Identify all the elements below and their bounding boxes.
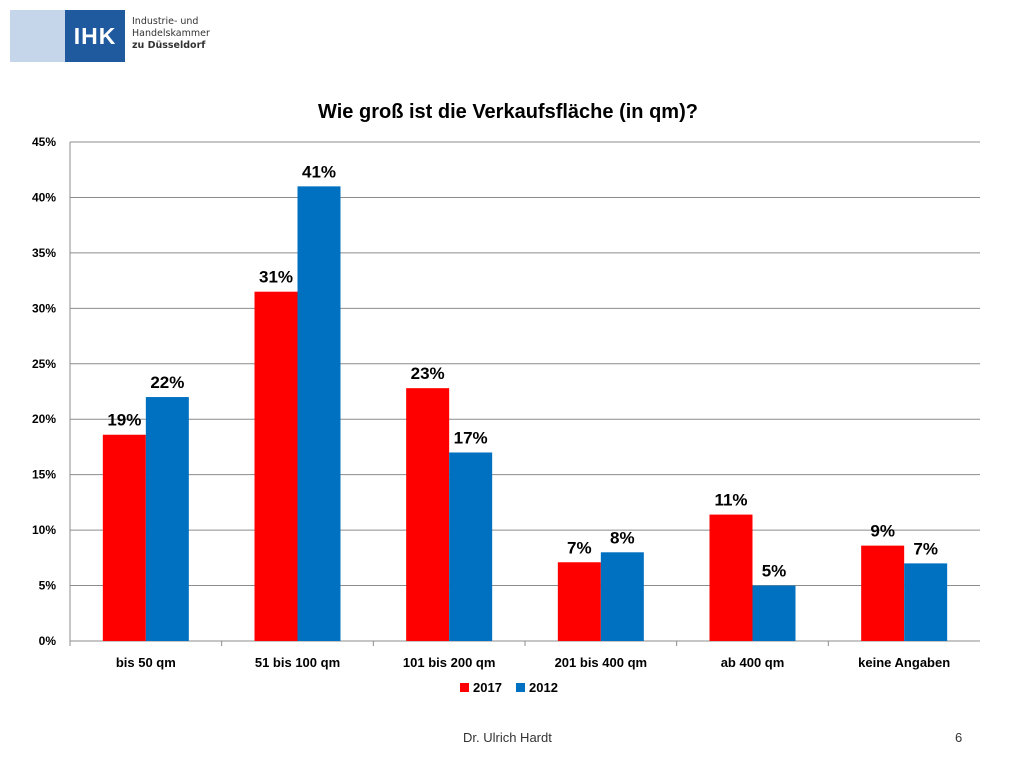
y-tick-label: 15% [32, 468, 56, 482]
logo-mark: IHK [65, 10, 125, 62]
bar-2017-4 [709, 514, 753, 641]
x-tick-label: 201 bis 400 qm [555, 655, 648, 670]
y-tick-label: 35% [32, 246, 56, 260]
bar-2017-5 [861, 545, 905, 641]
data-label: 5% [762, 562, 787, 581]
bar-2012-2 [449, 452, 493, 641]
logo-line-2: zu Düsseldorf [132, 40, 206, 51]
footer-author: Dr. Ulrich Hardt [463, 730, 552, 745]
legend-swatch-2017 [460, 683, 469, 692]
bar-2012-5 [904, 563, 948, 641]
y-tick-label: 20% [32, 412, 56, 426]
data-label: 8% [610, 528, 635, 547]
data-label: 22% [150, 373, 184, 392]
x-tick-label: keine Angaben [858, 655, 950, 670]
data-label: 31% [259, 268, 293, 287]
bar-chart: Wie groß ist die Verkaufsfläche (in qm)?… [32, 101, 980, 695]
y-tick-label: 25% [32, 357, 56, 371]
data-label: 41% [302, 162, 336, 181]
data-label: 7% [913, 539, 938, 558]
y-tick-label: 45% [32, 135, 56, 149]
x-tick-label: ab 400 qm [721, 655, 785, 670]
bar-2012-3 [600, 552, 644, 641]
y-tick-label: 5% [39, 579, 57, 593]
y-tick-label: 10% [32, 523, 56, 537]
ihk-logo: IHK Industrie- und Handelskammer zu Düss… [10, 10, 250, 62]
bar-2017-0 [102, 434, 146, 641]
x-tick-label: bis 50 qm [116, 655, 176, 670]
data-label: 19% [107, 411, 141, 430]
page-number: 6 [955, 730, 963, 745]
x-tick-label: 51 bis 100 qm [255, 655, 340, 670]
bar-2012-4 [752, 585, 796, 641]
bar-2012-1 [297, 186, 341, 641]
legend-label-2012: 2012 [529, 680, 558, 695]
logo-accent-block [10, 10, 65, 62]
bar-2017-2 [406, 388, 450, 641]
bar-2012-0 [145, 397, 189, 641]
x-tick-label: 101 bis 200 qm [403, 655, 496, 670]
y-tick-label: 30% [32, 301, 56, 315]
y-tick-label: 0% [39, 634, 57, 648]
bar-2017-1 [254, 291, 298, 641]
y-tick-label: 40% [32, 190, 56, 204]
data-label: 11% [714, 491, 747, 510]
data-label: 17% [454, 428, 488, 447]
bar-2017-3 [557, 562, 601, 641]
data-label: 9% [870, 522, 895, 541]
data-label: 7% [567, 538, 592, 557]
logo-line-1: Industrie- und Handelskammer [132, 16, 210, 39]
logo-text: Industrie- und Handelskammer zu Düsseldo… [132, 16, 262, 52]
chart-title: Wie groß ist die Verkaufsfläche (in qm)? [318, 101, 698, 123]
data-label: 23% [411, 364, 445, 383]
legend-label-2017: 2017 [473, 680, 502, 695]
legend-swatch-2012 [516, 683, 525, 692]
